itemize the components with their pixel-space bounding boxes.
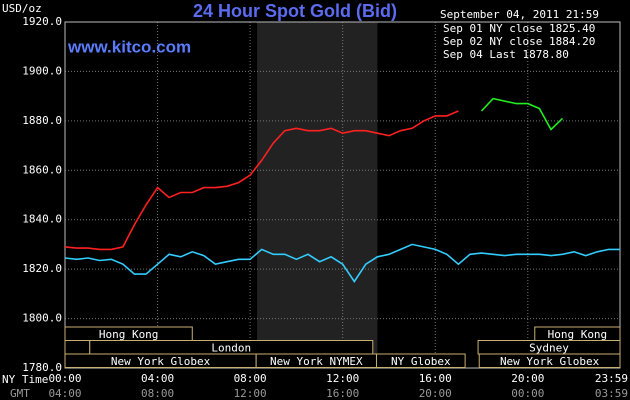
legend-entry: Sep 04 Last 1878.80 (443, 48, 569, 61)
session-label: Hong Kong (548, 328, 608, 341)
session-box (478, 353, 621, 368)
x-tick-label: 08:00 (234, 372, 267, 385)
chart-title: 24 Hour Spot Gold (Bid) (193, 1, 397, 21)
legend-title: September 04, 2011 21:59 (440, 8, 599, 21)
y-tick-label: 1820.0 (22, 262, 62, 275)
x-row-label: NY Time (2, 373, 48, 386)
y-tick-label: 1920.0 (22, 15, 62, 28)
series-line (64, 243, 620, 283)
y-axis-label: USD/oz (2, 2, 42, 15)
session-label: Sydney (529, 341, 569, 354)
y-tick-label: 1800.0 (22, 312, 62, 325)
y-tick-label: 1780.0 (22, 361, 62, 374)
y-tick-label: 1900.0 (22, 64, 62, 77)
session-box (64, 340, 91, 355)
legend-entry: Sep 01 NY close 1825.40 (443, 22, 595, 35)
watermark: www.kitco.com (67, 37, 191, 56)
x-tick-label: 16:00 (419, 372, 452, 385)
gmt-tick-label: 03:59 (595, 387, 628, 400)
gmt-tick-label: 12:00 (234, 387, 267, 400)
x-tick-label: 20:00 (511, 372, 544, 385)
legend-entry: Sep 02 NY close 1884.20 (443, 35, 595, 48)
session-box (375, 353, 466, 368)
x-tick-label: 12:00 (326, 372, 359, 385)
y-tick-label: 1840.0 (22, 213, 62, 226)
gmt-tick-label: 08:00 (141, 387, 174, 400)
highlight-band (257, 22, 378, 368)
gmt-tick-label: 20:00 (419, 387, 452, 400)
gmt-tick-label: 00:00 (511, 387, 544, 400)
gmt-tick-label: 04:00 (48, 387, 81, 400)
session-label: NY Globex (391, 355, 451, 368)
session-label: New York Globex (500, 355, 600, 368)
x-tick-label: 23:59 (595, 372, 628, 385)
x-tick-label: 00:00 (48, 372, 81, 385)
session-label: New York NYMEX (270, 355, 363, 368)
y-tick-label: 1880.0 (22, 114, 62, 127)
session-label: London (211, 341, 251, 354)
y-tick-label: 1860.0 (22, 163, 62, 176)
gmt-tick-label: 16:00 (326, 387, 359, 400)
x-tick-label: 04:00 (141, 372, 174, 385)
series-line (64, 110, 459, 251)
series-line (480, 97, 564, 131)
gmt-row-label: GMT (10, 387, 30, 400)
session-label: New York Globex (111, 355, 211, 368)
session-label: Hong Kong (99, 328, 159, 341)
